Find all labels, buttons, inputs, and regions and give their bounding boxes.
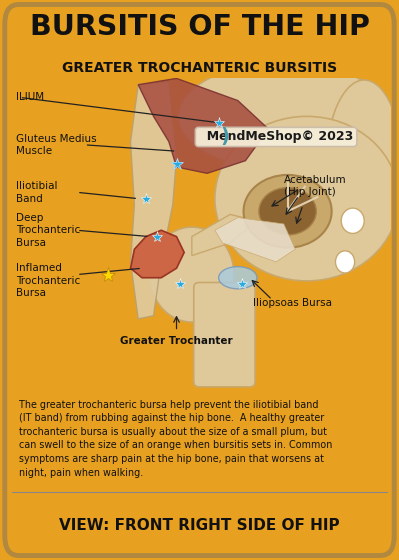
Text: GREATER TROCHANTERIC BURSITIS: GREATER TROCHANTERIC BURSITIS bbox=[62, 60, 337, 74]
Ellipse shape bbox=[336, 251, 355, 273]
Text: Iliopsoas Bursa: Iliopsoas Bursa bbox=[253, 298, 332, 308]
Text: BURSITIS OF THE HIP: BURSITIS OF THE HIP bbox=[30, 13, 369, 41]
Text: ): ) bbox=[220, 128, 229, 146]
Ellipse shape bbox=[215, 116, 399, 281]
Text: Iliotibial
Band: Iliotibial Band bbox=[16, 181, 57, 203]
Ellipse shape bbox=[219, 267, 257, 289]
Ellipse shape bbox=[341, 208, 364, 234]
Circle shape bbox=[259, 188, 316, 235]
Text: The greater trochanteric bursa help prevent the iliotibial band
(IT band) from r: The greater trochanteric bursa help prev… bbox=[20, 400, 333, 478]
Text: Acetabulum
(Hip Joint): Acetabulum (Hip Joint) bbox=[284, 175, 346, 197]
Text: Gluteus Medius
Muscle: Gluteus Medius Muscle bbox=[16, 134, 96, 156]
Text: ILIUM: ILIUM bbox=[16, 92, 44, 102]
Text: VIEW: FRONT RIGHT SIDE OF HIP: VIEW: FRONT RIGHT SIDE OF HIP bbox=[59, 519, 340, 533]
Polygon shape bbox=[130, 230, 184, 278]
Polygon shape bbox=[130, 82, 176, 319]
Ellipse shape bbox=[150, 227, 234, 322]
Polygon shape bbox=[192, 214, 257, 255]
Ellipse shape bbox=[178, 63, 389, 170]
Ellipse shape bbox=[326, 80, 399, 254]
Text: Deep
Trochanteric
Bursa: Deep Trochanteric Bursa bbox=[16, 213, 80, 248]
Polygon shape bbox=[215, 218, 295, 262]
Text: Greater Trochanter: Greater Trochanter bbox=[120, 336, 233, 346]
FancyBboxPatch shape bbox=[194, 282, 255, 387]
Text: MendMeShop© 2023: MendMeShop© 2023 bbox=[198, 130, 354, 143]
Polygon shape bbox=[138, 78, 269, 174]
Circle shape bbox=[243, 175, 332, 248]
Text: Inflamed
Trochanteric
Bursa: Inflamed Trochanteric Bursa bbox=[16, 264, 80, 298]
